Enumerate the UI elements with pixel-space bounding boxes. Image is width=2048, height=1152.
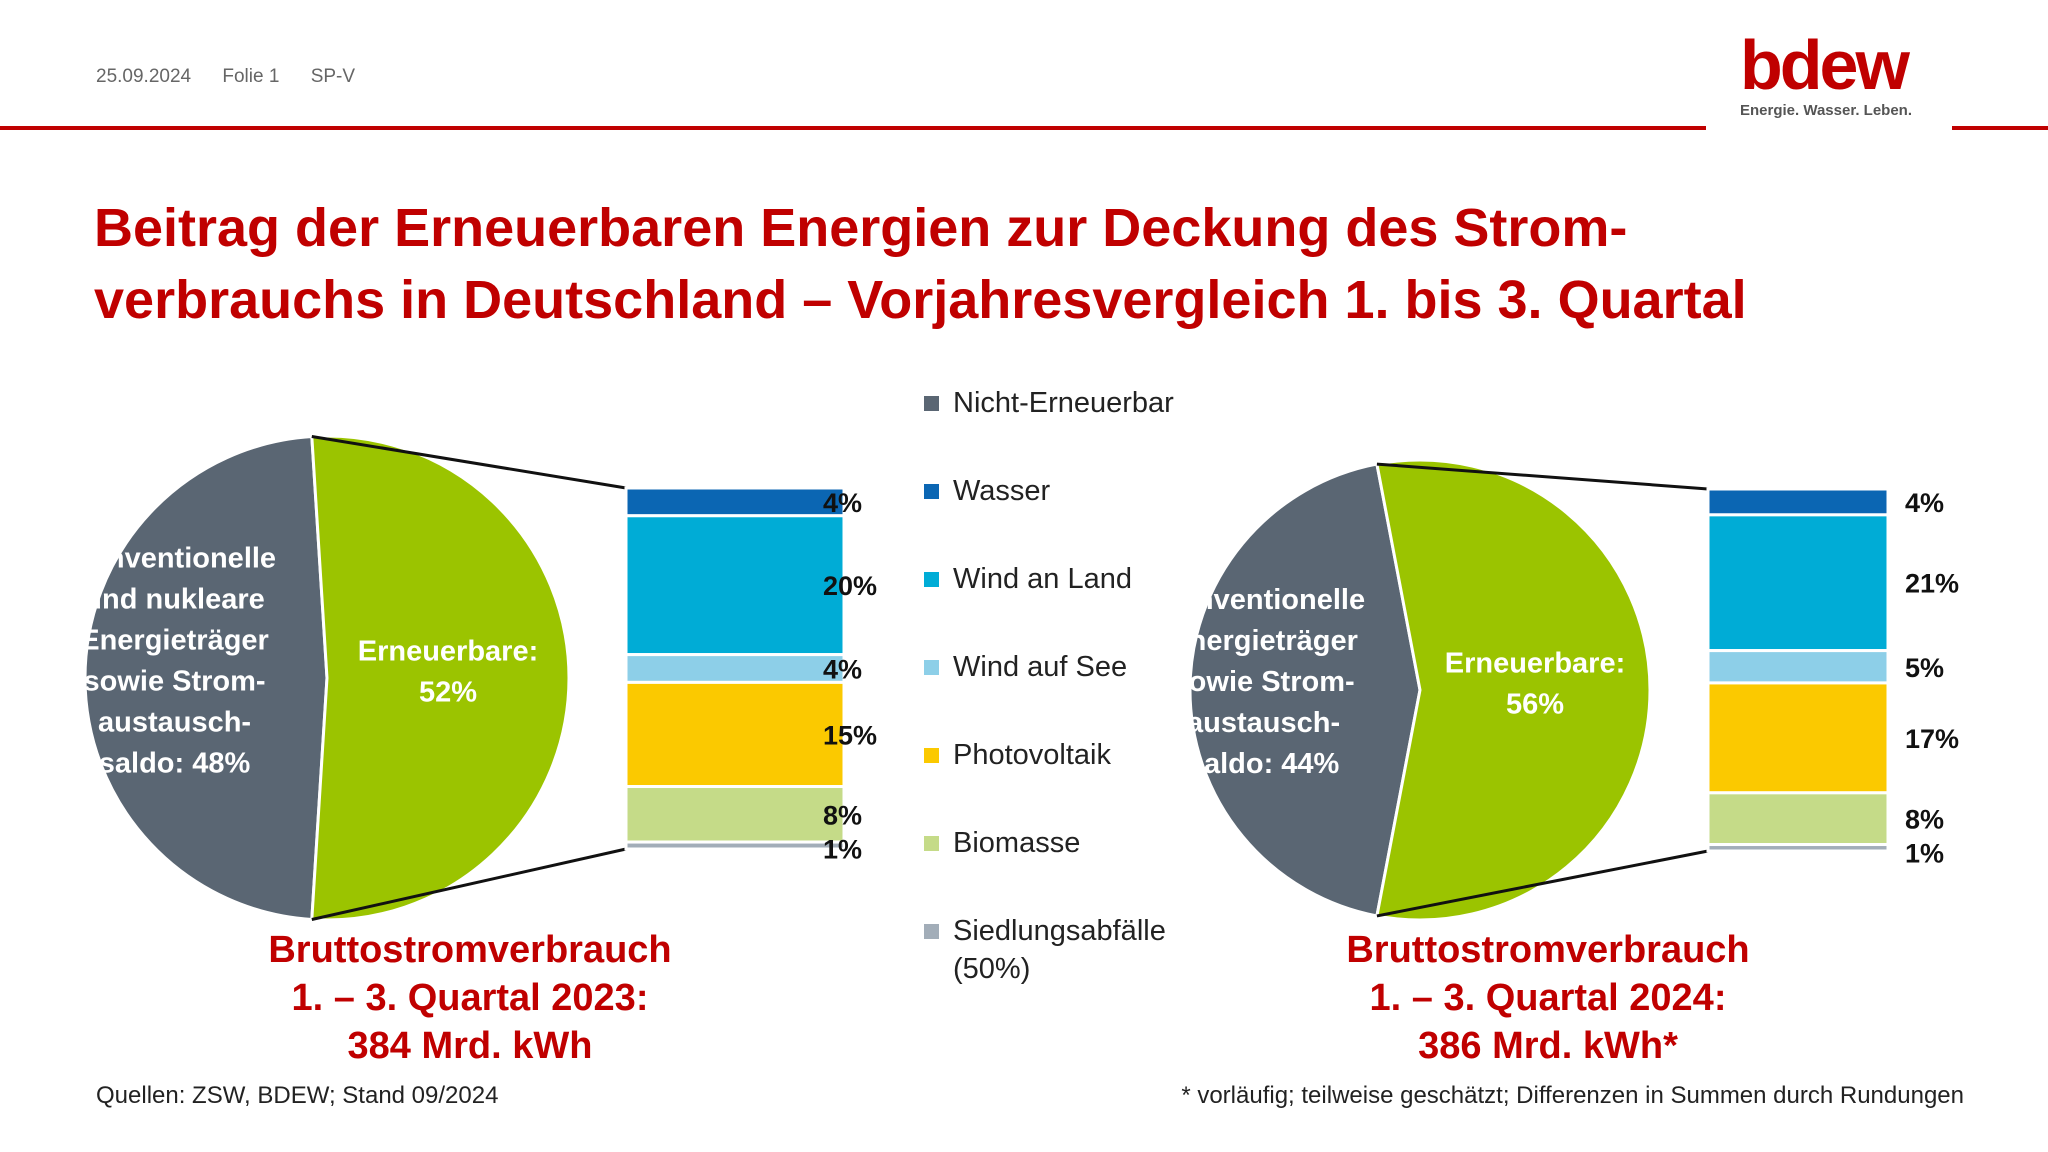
data-label-biomasse-2024: 8% <box>1905 805 1944 835</box>
legend-swatch <box>924 396 939 411</box>
title-line-1: Beitrag der Erneuerbaren Energien zur De… <box>94 198 1628 258</box>
title-line-2: verbrauchs in Deutschland – Vorjahresver… <box>94 270 1747 330</box>
legend-label: Nicht-Erneuerbar <box>953 387 1174 419</box>
slide-title: Beitrag der Erneuerbaren Energien zur De… <box>94 192 1974 336</box>
legend-swatch <box>924 572 939 587</box>
caption-2024: Bruttostromverbrauch 1. – 3. Quartal 202… <box>1288 926 1808 1070</box>
legend-swatch <box>924 836 939 851</box>
caption-2023: Bruttostromverbrauch 1. – 3. Quartal 202… <box>210 926 730 1070</box>
caption-2023-line-3: 384 Mrd. kWh <box>347 1025 593 1067</box>
bar-segment-wind-auf-see-2024 <box>1706 649 1890 685</box>
bar-segment-wasser-2024 <box>1706 487 1890 517</box>
chart-legend: Nicht-Erneuerbar Wasser Wind an Land Win… <box>924 384 1233 1000</box>
legend-item-wind-auf-see: Wind auf See <box>924 648 1233 736</box>
bar-segment-wind-an-land-2024 <box>1706 513 1890 653</box>
data-label-siedlungsabfaelle-2024: 1% <box>1905 839 1944 869</box>
slice-label-erneuerbare-2024-line-1: Erneuerbare: <box>1445 648 1626 680</box>
slice-label-nicht-erneuerbar-2023-line-4: sowie Strom- <box>83 666 265 698</box>
bar-segment-siedlungsabfaelle-2023 <box>624 840 846 851</box>
bar-segment-photovoltaik-2023 <box>624 680 846 789</box>
bar-segment-biomasse-2024 <box>1706 791 1890 847</box>
slice-label-nicht-erneuerbar-2023-line-6: saldo: 48% <box>99 748 251 780</box>
slice-label-nicht-erneuerbar-2023-line-3: Energieträger <box>80 625 269 657</box>
caption-2024-line-2: 1. – 3. Quartal 2024: <box>1369 977 1727 1019</box>
data-label-photovoltaik-2023: 15% <box>823 720 877 750</box>
legend-item-wind-an-land: Wind an Land <box>924 560 1233 648</box>
header-rule-right <box>1952 126 2048 130</box>
slice-label-nicht-erneuerbar-2023-line-2: und nukleare <box>84 584 265 616</box>
legend-swatch <box>924 660 939 675</box>
data-label-wasser-2023: 4% <box>823 488 862 518</box>
slice-label-erneuerbare-2024-line-2: 56% <box>1506 689 1564 721</box>
data-label-wind-auf-see-2023: 4% <box>823 655 862 685</box>
legend-swatch <box>924 924 939 939</box>
slide-number: Folie 1 <box>222 66 280 87</box>
slice-label-nicht-erneuerbar-2024-line-4: austausch- <box>1187 707 1340 739</box>
bar-segment-biomasse-2023 <box>624 785 846 844</box>
data-label-wasser-2024: 4% <box>1905 488 1944 518</box>
connector-top-2024 <box>1376 462 1709 491</box>
legend-label: Wind auf See <box>953 651 1128 683</box>
slide-department: SP-V <box>310 66 356 87</box>
legend-swatch <box>924 484 939 499</box>
slide-date: 25.09.2024 <box>96 66 192 87</box>
bdew-logo: bdew Energie. Wasser. Leben. <box>1740 30 1940 130</box>
slice-label-erneuerbare-2023-line-1: Erneuerbare: <box>358 636 539 668</box>
data-label-siedlungsabfaelle-2023: 1% <box>823 834 862 864</box>
caption-2024-line-3: 386 Mrd. kWh* <box>1418 1025 1678 1067</box>
bar-segment-photovoltaik-2024 <box>1706 681 1890 795</box>
legend-item-siedlungsabfaelle: Siedlungsabfälle (50%) <box>924 912 1233 1000</box>
connector-top-2023 <box>311 434 627 490</box>
pie-slice-nicht-erneuerbar-2023 <box>83 434 329 922</box>
data-label-wind-auf-see-2024: 5% <box>1905 653 1944 683</box>
slide-meta: 25.09.2024 Folie 1 SP-V <box>96 66 381 88</box>
caption-2023-line-2: 1. – 3. Quartal 2023: <box>291 977 649 1019</box>
bar-segment-wasser-2023 <box>624 486 846 518</box>
bar-segment-wind-an-land-2023 <box>624 514 846 657</box>
pie-slice-nicht-erneuerbar-2024 <box>1188 462 1422 918</box>
logo-tagline: Energie. Wasser. Leben. <box>1740 102 1913 119</box>
legend-label: Wind an Land <box>953 563 1132 595</box>
caption-2024-line-1: Bruttostromverbrauch <box>1346 929 1750 971</box>
slice-label-nicht-erneuerbar-2024-line-3: sowie Strom- <box>1173 666 1355 698</box>
legend-item-nicht-erneuerbar: Nicht-Erneuerbar <box>924 384 1233 472</box>
footnote: * vorläufig; teilweise geschätzt; Differ… <box>1181 1082 1964 1109</box>
slice-label-nicht-erneuerbar-2023-line-1: konventionelle <box>73 543 276 575</box>
slice-label-nicht-erneuerbar-2024-line-2: Energieträger <box>1169 625 1358 657</box>
data-label-wind-an-land-2023: 20% <box>823 571 877 601</box>
legend-label: Biomasse <box>953 827 1081 859</box>
legend-label: Wasser <box>953 475 1051 507</box>
legend-item-photovoltaik: Photovoltaik <box>924 736 1233 824</box>
caption-2023-line-1: Bruttostromverbrauch <box>268 929 672 971</box>
legend-label: Photovoltaik <box>953 739 1111 771</box>
data-label-photovoltaik-2024: 17% <box>1905 724 1959 754</box>
slice-label-nicht-erneuerbar-2024-line-5: saldo: 44% <box>1188 748 1340 780</box>
legend-item-wasser: Wasser <box>924 472 1233 560</box>
connector-bottom-2024 <box>1376 849 1709 918</box>
source-note: Quellen: ZSW, BDEW; Stand 09/2024 <box>96 1082 499 1109</box>
legend-swatch <box>924 748 939 763</box>
legend-item-biomasse: Biomasse <box>924 824 1233 912</box>
logo-wordmark: bdew <box>1740 26 1910 104</box>
legend-label: Siedlungsabfälle (50%) <box>953 915 1166 985</box>
slice-label-nicht-erneuerbar-2023-line-5: austausch- <box>98 707 251 739</box>
data-label-biomasse-2023: 8% <box>823 800 862 830</box>
bar-segment-wind-auf-see-2023 <box>624 653 846 684</box>
slice-label-erneuerbare-2023-line-2: 52% <box>419 677 477 709</box>
slice-label-nicht-erneuerbar-2024-line-1: konventionelle <box>1162 584 1365 616</box>
connector-bottom-2023 <box>311 847 627 921</box>
bar-segment-siedlungsabfaelle-2024 <box>1706 843 1890 853</box>
header-rule <box>0 126 1706 130</box>
data-label-wind-an-land-2024: 21% <box>1905 569 1959 599</box>
